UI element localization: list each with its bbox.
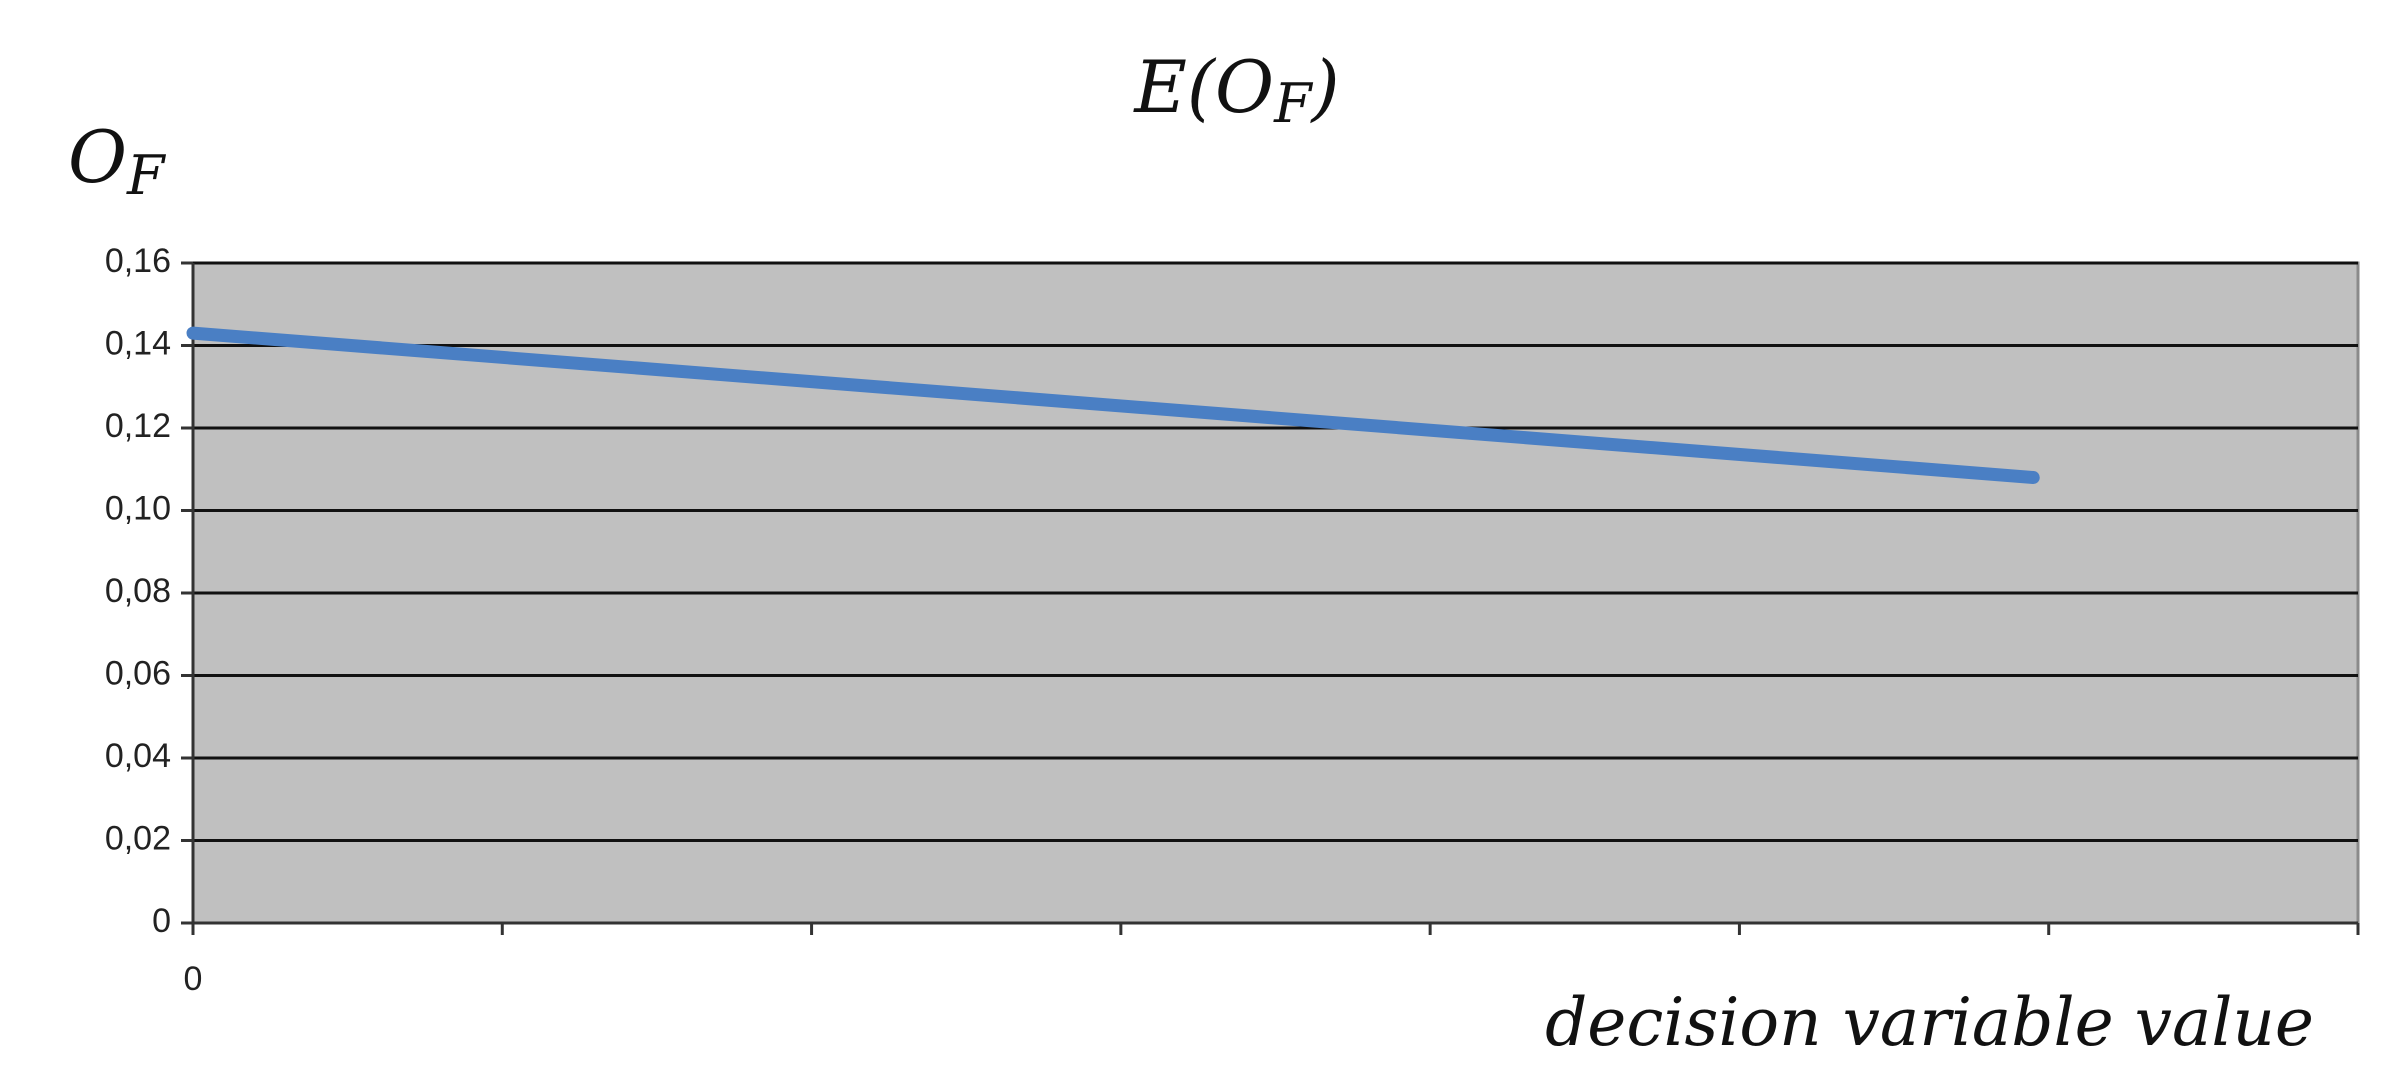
x-axis-label: decision variable value [1545,984,2314,1061]
y-tick-label: 0,02 [105,819,171,857]
y-tick-label: 0,16 [105,242,171,280]
x-tick-label: 0 [184,960,203,998]
title-main: E(O [1132,45,1274,129]
y-tick-label: 0 [152,902,171,940]
data-line [186,326,2040,484]
y-tick-label: 0,04 [105,737,171,775]
title-sub: F [1273,72,1314,135]
y-tick-label: 0,06 [105,654,171,692]
y-axis-label: OF [68,115,167,207]
y-tick-label: 0,08 [105,572,171,610]
y-tick-label: 0,14 [105,324,171,362]
title-end: ) [1310,45,1340,129]
y-tick-label: 0,12 [105,407,171,445]
chart-title: E(OF) [1132,45,1339,135]
y-label-main: O [68,115,127,199]
y-label-sub: F [126,144,167,207]
y-tick-label: 0,10 [105,489,171,527]
